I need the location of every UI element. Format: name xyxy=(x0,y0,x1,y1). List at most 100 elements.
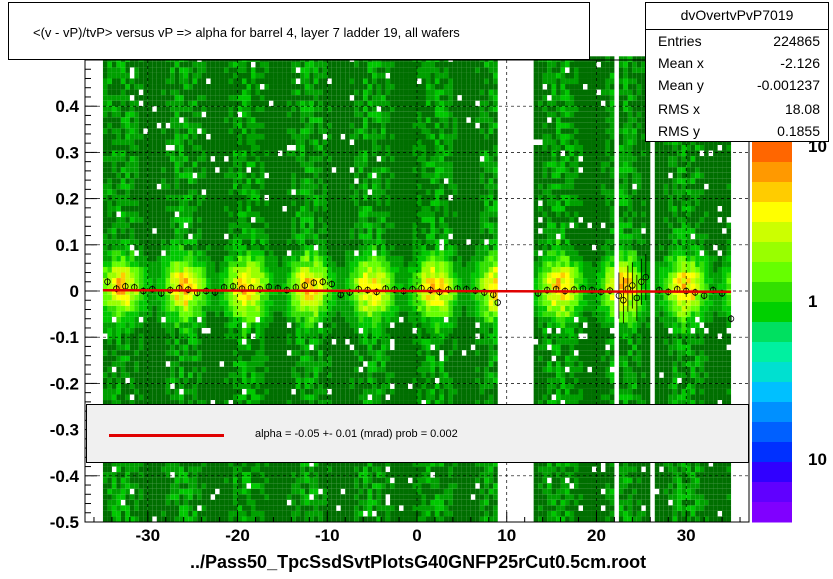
heatmap-cell xyxy=(255,394,260,401)
heatmap-cell xyxy=(233,183,238,190)
heatmap-cell xyxy=(197,145,202,151)
heatmap-cell xyxy=(215,300,220,306)
heatmap-cell xyxy=(286,294,292,301)
heatmap-cell xyxy=(349,211,355,218)
heatmap-cell xyxy=(102,200,108,206)
heatmap-cell xyxy=(233,111,238,118)
heatmap-cell xyxy=(210,122,216,129)
heatmap-cell xyxy=(138,383,144,389)
heatmap-cell xyxy=(291,61,296,68)
heatmap-cell xyxy=(277,372,283,378)
heatmap-cell xyxy=(161,516,166,522)
heatmap-cell xyxy=(277,200,283,206)
heatmap-cell xyxy=(246,239,251,245)
heatmap-cell xyxy=(286,494,292,500)
heatmap-cell xyxy=(174,89,180,96)
heatmap-cell xyxy=(246,78,251,85)
heatmap-cell xyxy=(268,294,274,301)
heatmap-cell xyxy=(309,111,314,118)
heatmap-cell xyxy=(363,516,368,522)
heatmap-cell xyxy=(170,488,175,495)
heatmap-cell xyxy=(210,84,216,90)
heatmap-cell xyxy=(268,483,274,489)
heatmap-cell xyxy=(174,388,180,395)
heatmap-cell xyxy=(255,294,260,301)
heatmap-cell xyxy=(345,283,350,290)
heatmap-cell xyxy=(282,333,287,340)
heatmap-cell xyxy=(174,505,180,511)
heatmap-cell xyxy=(313,117,319,123)
heatmap-cell xyxy=(174,355,180,362)
heatmap-cell xyxy=(340,72,346,79)
heatmap-cell xyxy=(259,505,265,511)
heatmap-cell xyxy=(358,361,364,367)
heatmap-cell xyxy=(242,255,247,262)
heatmap-cell xyxy=(264,61,269,68)
heatmap-cell xyxy=(282,150,287,157)
heatmap-cell xyxy=(268,72,274,79)
heatmap-cell xyxy=(210,488,216,495)
heatmap-cell xyxy=(372,366,377,373)
heatmap-cell xyxy=(134,477,139,484)
heatmap-cell xyxy=(183,294,189,301)
heatmap-cell xyxy=(188,250,193,256)
heatmap-cell xyxy=(313,78,319,85)
heatmap-cell xyxy=(138,466,144,473)
heatmap-cell xyxy=(138,344,144,351)
heatmap-cell xyxy=(143,472,148,478)
heatmap-cell xyxy=(300,494,305,500)
heatmap-cell xyxy=(116,488,121,495)
heatmap-cell xyxy=(143,261,148,267)
heatmap-cell xyxy=(219,261,225,267)
heatmap-cell xyxy=(116,95,121,101)
heatmap-cell xyxy=(138,233,144,240)
heatmap-cell xyxy=(349,300,355,306)
heatmap-cell xyxy=(363,61,368,68)
heatmap-cell xyxy=(295,239,301,245)
heatmap-cell xyxy=(300,117,305,123)
heatmap-cell xyxy=(102,350,108,356)
heatmap-cell xyxy=(340,510,346,517)
heatmap-cell xyxy=(259,161,265,168)
heatmap-cell xyxy=(251,194,256,201)
heatmap-cell xyxy=(277,67,283,73)
heatmap-cell xyxy=(107,311,112,317)
heatmap-cell xyxy=(107,244,112,251)
heatmap-cell xyxy=(295,139,301,146)
heatmap-cell xyxy=(215,161,220,168)
heatmap-cell xyxy=(201,200,207,206)
heatmap-cell xyxy=(197,466,202,473)
heatmap-cell xyxy=(143,510,148,517)
heatmap-cell xyxy=(358,128,364,134)
heatmap-cell xyxy=(111,172,117,179)
heatmap-cell xyxy=(336,139,341,146)
heatmap-cell xyxy=(318,117,323,123)
heatmap-cell xyxy=(349,244,355,251)
heatmap-cell xyxy=(219,255,225,262)
heatmap-cell xyxy=(372,305,377,312)
heatmap-cell xyxy=(237,78,243,85)
heatmap-cell xyxy=(224,95,229,101)
heatmap-cell xyxy=(183,461,189,467)
heatmap-cell xyxy=(246,466,251,473)
heatmap-cell xyxy=(367,461,373,467)
heatmap-cell xyxy=(156,278,162,284)
heatmap-cell xyxy=(156,272,162,279)
heatmap-cell xyxy=(327,383,332,389)
heatmap-cell xyxy=(197,355,202,362)
heatmap-cell xyxy=(372,344,377,351)
heatmap-cell xyxy=(201,255,207,262)
heatmap-cell xyxy=(215,289,220,295)
heatmap-cell xyxy=(345,72,350,79)
heatmap-cell xyxy=(363,494,368,500)
heatmap-cell xyxy=(309,167,314,173)
heatmap-cell xyxy=(201,366,207,373)
heatmap-cell xyxy=(264,117,269,123)
heatmap-cell xyxy=(170,250,175,256)
heatmap-cell xyxy=(219,339,225,345)
heatmap-cell xyxy=(116,244,121,251)
heatmap-cell xyxy=(197,383,202,389)
heatmap-cell xyxy=(134,472,139,478)
heatmap-cell xyxy=(255,106,260,112)
heatmap-cell xyxy=(183,178,189,184)
